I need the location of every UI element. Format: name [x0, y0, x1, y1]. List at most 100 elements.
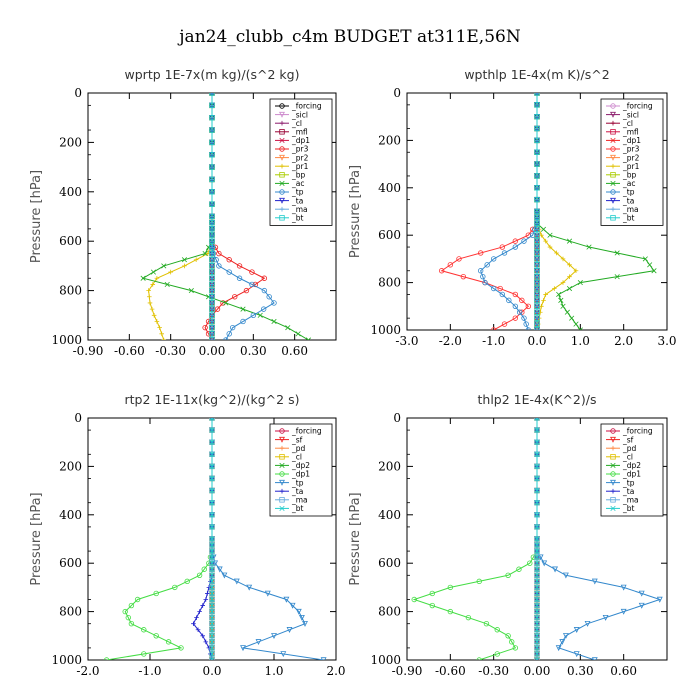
- legend-entry: _pr1: [622, 162, 640, 171]
- data-point: [512, 244, 519, 250]
- data-point: [569, 315, 575, 321]
- legend-entry: _sf: [622, 435, 634, 444]
- x-tick-label: -0.60: [114, 344, 145, 358]
- data-point: [534, 185, 540, 191]
- data-point: [577, 280, 583, 286]
- data-point: [243, 287, 250, 294]
- data-point: [202, 250, 208, 257]
- legend-entry: _bp: [291, 171, 306, 180]
- y-tick-label: 400: [378, 508, 401, 522]
- data-point: [651, 268, 657, 274]
- legend-box: [269, 98, 333, 226]
- data-point: [209, 621, 215, 627]
- legend-marker: [279, 180, 285, 186]
- data-point: [447, 608, 454, 615]
- data-point: [534, 297, 540, 304]
- data-point: [534, 238, 540, 244]
- data-point: [209, 524, 215, 530]
- data-point: [512, 645, 519, 651]
- x-tick-label: 0.30: [240, 344, 267, 358]
- x-tick-label: -1.0: [138, 664, 161, 678]
- data-point: [499, 244, 506, 250]
- data-point: [534, 315, 540, 321]
- series-line-tp: [211, 93, 275, 340]
- data-point: [525, 327, 532, 330]
- data-point: [209, 318, 215, 325]
- legend-marker: [279, 206, 285, 212]
- legend-entry: _pr3: [622, 145, 640, 154]
- data-point: [216, 566, 223, 573]
- legend-entry: _ta: [622, 487, 634, 496]
- data-point: [534, 427, 540, 433]
- data-point: [534, 102, 540, 108]
- data-point: [209, 176, 215, 183]
- y-tick-label: 1000: [51, 653, 82, 667]
- data-point: [534, 536, 540, 542]
- data-point: [591, 657, 598, 660]
- data-point: [477, 268, 484, 274]
- data-point: [226, 257, 232, 263]
- data-point: [289, 602, 296, 609]
- series-group: [103, 418, 327, 660]
- x-tick-label: 0.60: [281, 344, 308, 358]
- legend-marker: [610, 471, 616, 477]
- data-point: [305, 337, 312, 340]
- data-point: [209, 657, 215, 660]
- data-point: [153, 633, 159, 639]
- legend-entry: _pd: [291, 444, 306, 453]
- data-point: [539, 232, 544, 238]
- data-point: [527, 560, 533, 566]
- data-point: [246, 584, 253, 591]
- y-tick-label: 800: [378, 605, 401, 619]
- data-point: [566, 238, 573, 244]
- legend-marker: [279, 154, 285, 161]
- data-point: [165, 639, 172, 645]
- legend-marker: [610, 137, 616, 143]
- series-line-tp: [480, 93, 538, 330]
- data-point: [525, 303, 532, 309]
- legend-entry: _ma: [291, 205, 308, 214]
- data-point: [638, 602, 645, 609]
- data-point: [505, 572, 511, 578]
- data-point: [543, 238, 548, 244]
- series-line-pr3: [440, 93, 538, 330]
- data-point: [209, 331, 215, 337]
- data-point: [214, 306, 221, 312]
- data-point: [209, 152, 215, 158]
- data-point: [512, 315, 519, 321]
- data-point: [490, 256, 497, 262]
- data-point: [221, 572, 228, 579]
- data-point: [209, 554, 215, 560]
- data-point: [209, 232, 215, 238]
- data-point: [209, 602, 215, 609]
- x-tick-label: 0.00: [524, 664, 551, 678]
- legend-entry: _pr2: [291, 153, 309, 162]
- data-point: [260, 306, 267, 312]
- legend-entry: _ma: [291, 496, 308, 505]
- data-point: [206, 645, 212, 651]
- data-point: [512, 238, 519, 244]
- data-point: [202, 324, 208, 331]
- data-point: [302, 621, 308, 627]
- legend-entry: _tp: [622, 478, 635, 487]
- data-point: [429, 590, 435, 597]
- data-point: [534, 256, 540, 262]
- data-point: [255, 639, 262, 646]
- data-point: [541, 298, 546, 303]
- data-point: [195, 627, 201, 633]
- data-point: [534, 279, 540, 286]
- legend-entry: _ac: [622, 179, 635, 188]
- data-point: [534, 309, 540, 315]
- x-tick-label: 3.0: [657, 334, 676, 348]
- data-point: [295, 331, 301, 337]
- data-point: [494, 651, 500, 657]
- data-point: [577, 327, 583, 330]
- data-point: [476, 657, 482, 660]
- data-point: [505, 633, 511, 639]
- legend-entry: _ta: [291, 196, 303, 205]
- data-point: [226, 269, 232, 275]
- data-point: [146, 288, 151, 293]
- data-point: [506, 297, 512, 304]
- data-point: [206, 585, 212, 590]
- data-point: [534, 149, 540, 155]
